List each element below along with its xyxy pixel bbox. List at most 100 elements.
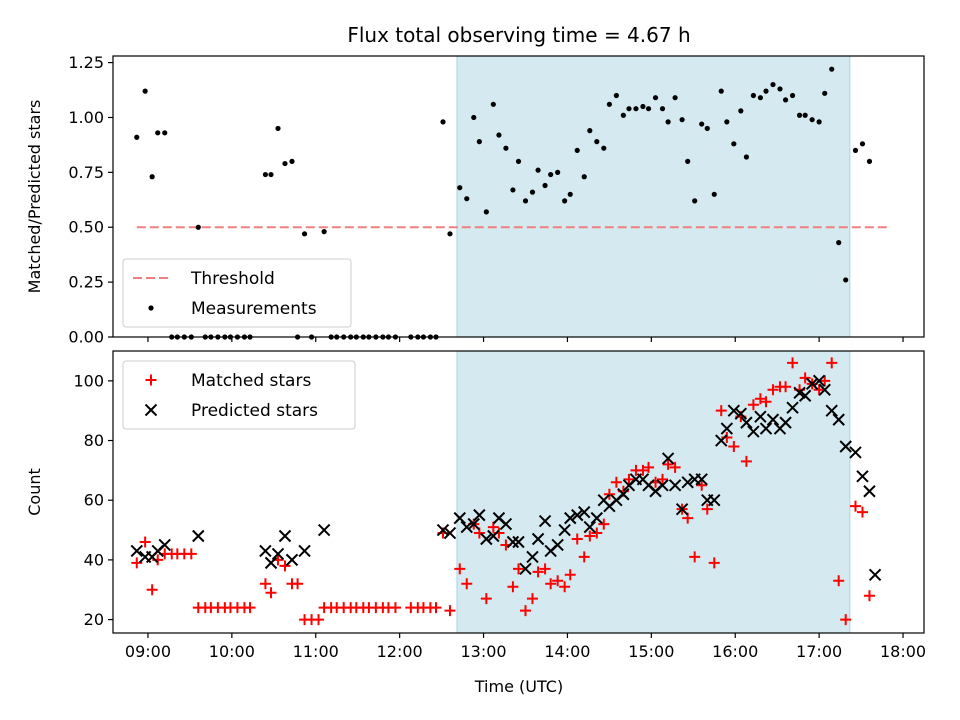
- data-point: [598, 518, 610, 530]
- data-point: [457, 185, 463, 191]
- data-point: [539, 563, 551, 575]
- data-point: [750, 92, 757, 99]
- data-point: [483, 209, 489, 215]
- data-point: [515, 158, 522, 164]
- data-point: [805, 377, 819, 391]
- legend: Threshold Measurements: [122, 258, 352, 328]
- ratio-panel: 0.00 0.25 0.50 0.75 1.00 1.25 Matched/Predicte…: [25, 53, 925, 347]
- data-point: [715, 405, 727, 417]
- x-tick-label: 11:00: [293, 642, 339, 661]
- data-point: [767, 384, 779, 396]
- data-point: [564, 511, 577, 525]
- data-point: [856, 506, 868, 518]
- data-point: [740, 416, 753, 429]
- legend-entry-label: Matched stars: [191, 371, 311, 391]
- data-point: [473, 508, 486, 522]
- data-point: [317, 523, 331, 537]
- data-point: [731, 141, 737, 147]
- data-point: [747, 425, 760, 438]
- data-point: [606, 101, 612, 107]
- data-point: [289, 158, 295, 164]
- data-point: [685, 158, 691, 164]
- data-point: [813, 384, 825, 396]
- data-point: [567, 191, 573, 197]
- data-point: [770, 81, 776, 88]
- data-point: [313, 614, 325, 626]
- data-point: [578, 505, 591, 519]
- data-point: [480, 593, 492, 605]
- data-point: [782, 97, 789, 103]
- data-point: [681, 476, 694, 489]
- data-point: [571, 533, 583, 545]
- data-point: [265, 587, 277, 599]
- data-point: [840, 614, 852, 626]
- data-point: [134, 134, 140, 140]
- data-point: [809, 117, 815, 123]
- data-point: [512, 535, 525, 549]
- data-point: [798, 389, 812, 402]
- data-point: [476, 139, 482, 145]
- count-axes-frame: [112, 350, 925, 634]
- data-point: [836, 240, 842, 246]
- data-point: [529, 189, 536, 195]
- data-point: [727, 404, 741, 417]
- legend-box: [122, 258, 352, 328]
- data-point: [551, 538, 564, 552]
- data-point: [285, 553, 299, 567]
- y-tick-label: 40: [84, 550, 104, 569]
- data-point: [444, 605, 456, 617]
- legend-entry-label: Threshold: [190, 269, 275, 289]
- legend-plus-swatch: [145, 374, 157, 386]
- data-point: [692, 198, 698, 204]
- data-point: [623, 473, 635, 485]
- data-point: [668, 479, 682, 492]
- x-tick-label: 10:00: [209, 642, 255, 661]
- y-tick-label: 60: [84, 491, 104, 510]
- data-point: [545, 578, 557, 590]
- data-point: [779, 416, 792, 429]
- data-point: [829, 66, 835, 72]
- data-point: [562, 198, 568, 204]
- data-point: [789, 92, 796, 99]
- data-point: [507, 581, 519, 593]
- data-point: [162, 130, 168, 136]
- data-point: [645, 106, 652, 112]
- data-point: [555, 169, 561, 175]
- data-point: [244, 602, 256, 614]
- data-point: [321, 229, 327, 235]
- data-point: [757, 95, 764, 101]
- y-tick-label: 0.50: [68, 218, 104, 237]
- data-point: [868, 568, 882, 582]
- data-point: [613, 92, 619, 99]
- data-point: [467, 517, 480, 531]
- data-point: [760, 396, 772, 408]
- data-point: [510, 187, 516, 193]
- data-point: [430, 602, 442, 614]
- data-point: [626, 106, 632, 112]
- legend-x-swatch: [144, 403, 158, 417]
- y-tick-label: 0.00: [68, 328, 104, 347]
- data-point: [298, 544, 311, 558]
- data-point: [503, 145, 509, 151]
- data-point: [640, 103, 646, 110]
- count-panel: 20 40 60 80 100 09:00 10:00 11:00 12:00 13:00 14:0…: [25, 350, 926, 661]
- data-point: [535, 167, 541, 173]
- data-point: [728, 440, 740, 452]
- data-point: [594, 139, 600, 145]
- data-point: [766, 413, 780, 426]
- data-point: [584, 530, 596, 542]
- data-point: [754, 393, 766, 405]
- data-point: [581, 174, 587, 180]
- data-point: [802, 112, 808, 118]
- x-tick-label: 13:00: [460, 642, 506, 661]
- data-point: [656, 479, 669, 492]
- y-tick-label: 1.00: [68, 108, 104, 127]
- data-point: [453, 511, 466, 525]
- data-point: [526, 550, 539, 564]
- data-point: [158, 538, 171, 552]
- data-point: [519, 562, 532, 576]
- data-point: [633, 106, 639, 112]
- data-point: [777, 86, 783, 92]
- legend-entry-label: Measurements: [191, 299, 317, 319]
- data-point: [657, 473, 669, 485]
